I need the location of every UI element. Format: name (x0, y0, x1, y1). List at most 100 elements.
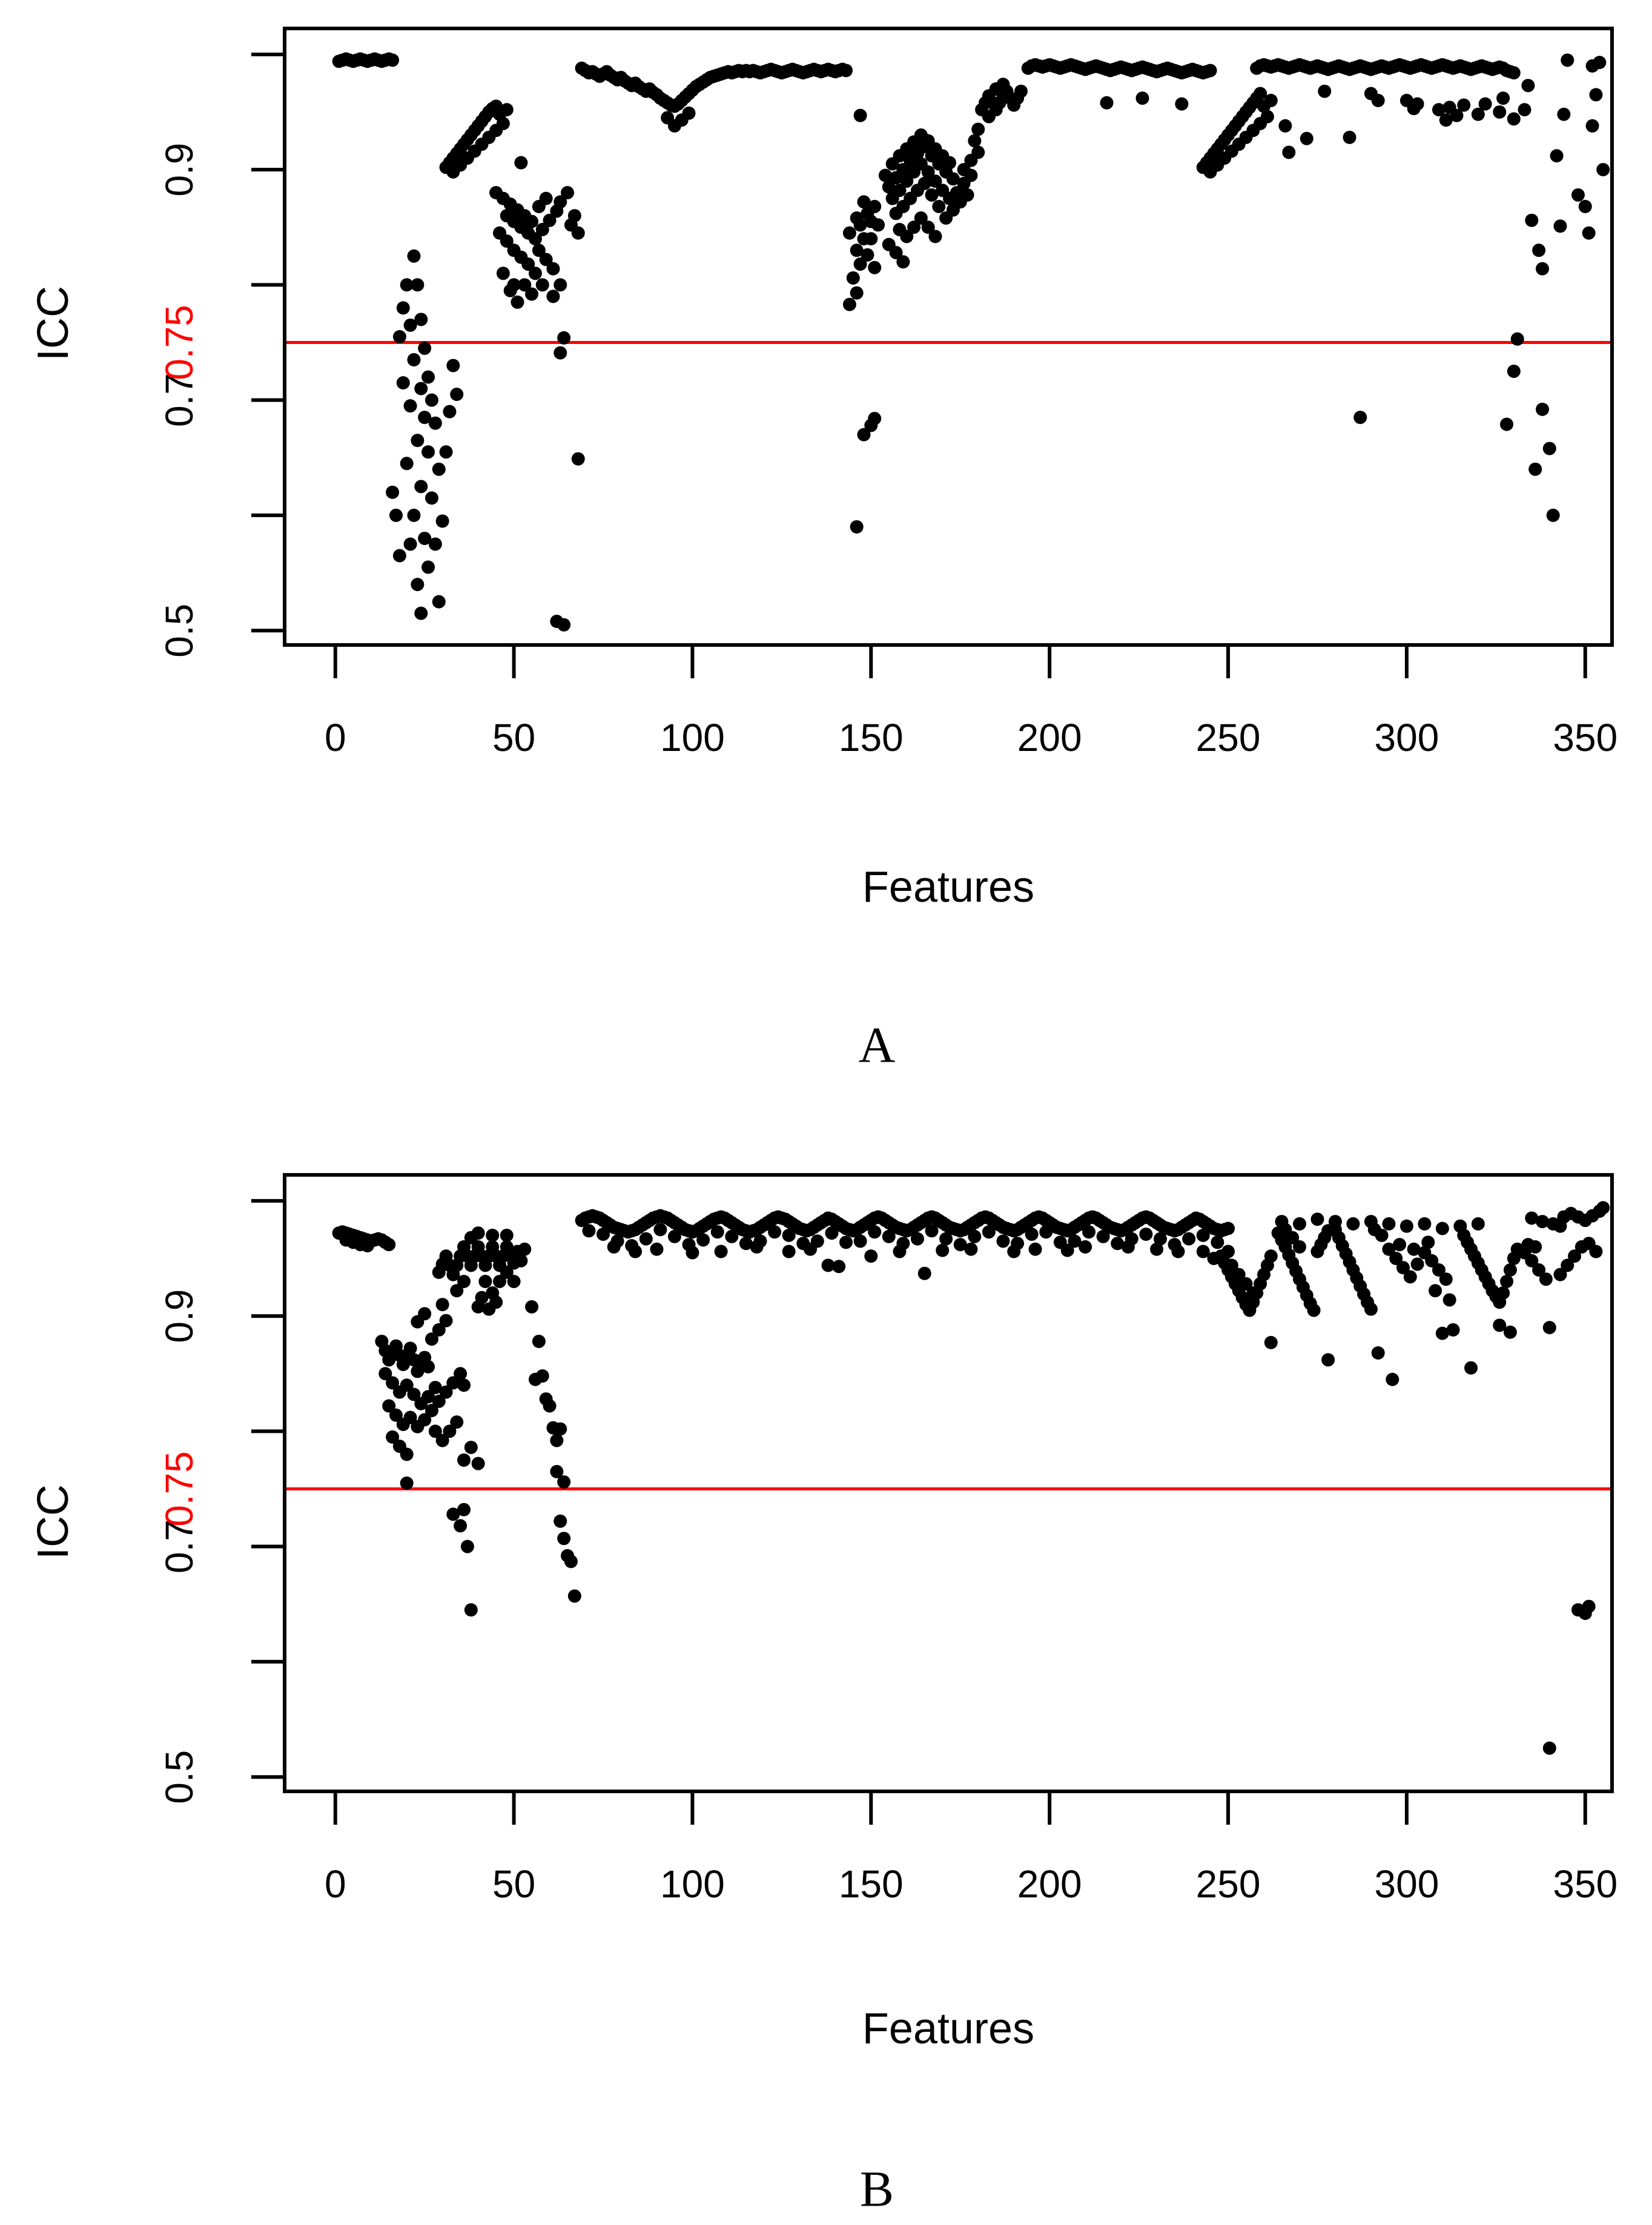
data-point (446, 359, 460, 372)
data-point (842, 226, 856, 240)
data-point (386, 53, 400, 67)
data-point (1532, 1263, 1546, 1277)
data-point (996, 78, 1010, 91)
data-point (500, 234, 514, 248)
data-point (582, 1224, 596, 1238)
data-point (896, 163, 910, 177)
y-tick-label: 0.5 (157, 1750, 201, 1804)
data-point (400, 278, 414, 292)
data-point (928, 230, 942, 243)
x-axis-title-panel-a: Features (862, 863, 1035, 911)
y-tick-label: 0.5 (157, 604, 201, 658)
data-point (1364, 1215, 1378, 1229)
data-point (1196, 1228, 1210, 1242)
data-point (1421, 1235, 1435, 1249)
data-point (557, 331, 571, 345)
y-axis-title-panel-a: ICC (29, 286, 78, 361)
data-point (454, 1519, 468, 1533)
data-point (514, 1254, 528, 1268)
data-point (1568, 1249, 1582, 1263)
data-point (414, 480, 428, 494)
data-point (471, 1226, 485, 1240)
data-point (1493, 105, 1507, 119)
data-point (1536, 402, 1550, 416)
data-point (1446, 1323, 1460, 1337)
data-point (710, 1225, 724, 1239)
data-point (925, 188, 939, 202)
data-point (446, 1507, 460, 1521)
data-point (957, 163, 971, 177)
data-point (1028, 1242, 1042, 1256)
data-point (1410, 1257, 1424, 1271)
data-point (418, 342, 432, 355)
data-point (1503, 1325, 1517, 1339)
red-threshold-label: 0.75 (157, 1451, 201, 1527)
data-point (1246, 1286, 1260, 1300)
data-point (421, 1390, 435, 1404)
data-point (629, 1245, 643, 1258)
data-point (653, 1223, 667, 1237)
data-point (907, 220, 921, 234)
data-point (850, 520, 864, 534)
data-point (1439, 1272, 1453, 1286)
x-tick-label: 250 (1196, 1862, 1261, 1906)
data-point (421, 445, 435, 459)
red-threshold-label: 0.75 (157, 305, 201, 380)
data-point (739, 1237, 753, 1251)
data-point (1500, 417, 1514, 431)
data-point (1525, 1254, 1539, 1268)
data-point (921, 165, 935, 179)
data-point (528, 266, 542, 280)
panel-b-caption: B (859, 2161, 894, 2218)
data-point (1111, 1237, 1125, 1251)
x-tick-label: 300 (1375, 716, 1439, 759)
data-point (1546, 508, 1560, 522)
data-point (1382, 1217, 1396, 1231)
data-point (457, 1378, 471, 1392)
data-point (1353, 411, 1367, 425)
data-point (893, 1245, 907, 1258)
data-point (1175, 97, 1189, 111)
data-point (539, 191, 553, 205)
data-point (1471, 107, 1485, 121)
x-tick-label: 100 (660, 716, 725, 759)
x-tick-label: 150 (839, 716, 904, 759)
data-point (1496, 91, 1510, 105)
data-point (1139, 1227, 1153, 1241)
x-tick-label: 300 (1375, 1862, 1439, 1906)
data-point (428, 1381, 442, 1395)
data-point (400, 457, 414, 471)
data-point (543, 1399, 557, 1413)
data-point (971, 145, 985, 159)
data-point (868, 260, 882, 274)
data-point (535, 223, 549, 237)
data-point (460, 1539, 474, 1553)
data-point (1596, 163, 1610, 177)
data-point (561, 186, 575, 200)
data-point (853, 257, 867, 271)
data-point (1389, 1251, 1403, 1265)
data-point (525, 1300, 539, 1314)
data-point (842, 297, 856, 311)
data-point (1364, 1302, 1378, 1316)
data-point (1328, 1215, 1342, 1229)
data-point (861, 248, 874, 262)
data-point (425, 1404, 438, 1418)
data-point (1100, 96, 1114, 110)
data-point (650, 1242, 664, 1256)
data-point (489, 1295, 503, 1309)
data-point (450, 388, 464, 402)
data-point (528, 232, 542, 246)
data-point (496, 266, 510, 280)
data-point (503, 283, 517, 297)
data-point (1550, 149, 1564, 163)
data-point (1182, 1232, 1196, 1246)
data-point (1435, 1326, 1449, 1340)
data-point (893, 183, 907, 197)
data-point (1007, 1245, 1021, 1258)
y-tick-label: 0.9 (157, 1289, 201, 1343)
data-point (1264, 93, 1278, 107)
data-point (1343, 130, 1356, 144)
